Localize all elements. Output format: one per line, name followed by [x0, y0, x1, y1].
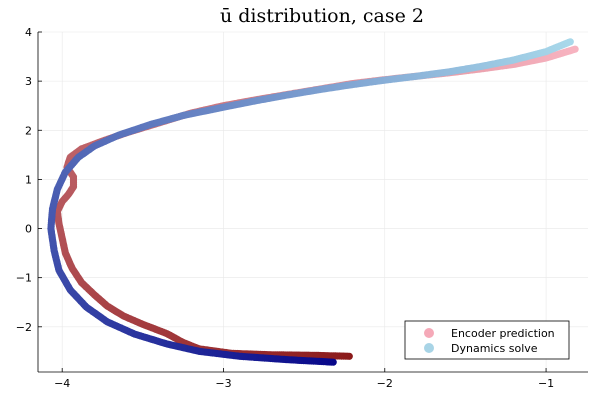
x-tick-label-3: −1 — [538, 377, 554, 390]
data-point — [571, 45, 579, 53]
series-dynamics-solve — [47, 38, 574, 366]
plot-area — [47, 38, 579, 366]
y-tick-label-4: 2 — [25, 124, 32, 137]
y-tick-label-5: 3 — [25, 75, 32, 88]
y-tick-label-0: −2 — [16, 321, 32, 334]
legend: Encoder prediction Dynamics solve — [404, 320, 570, 360]
y-tick-label-6: 4 — [25, 26, 32, 39]
x-tick-label-2: −2 — [377, 377, 393, 390]
legend-label-encoder-prediction: Encoder prediction — [451, 327, 555, 340]
legend-box — [404, 320, 570, 360]
legend-marker-dynamics-solve — [424, 343, 434, 353]
x-tick-label-0: −4 — [54, 377, 70, 390]
legend-label-dynamics-solve: Dynamics solve — [451, 342, 538, 355]
y-tick-label-2: 0 — [25, 223, 32, 236]
legend-marker-encoder-prediction — [424, 328, 434, 338]
y-tick-label-1: −1 — [16, 272, 32, 285]
axes: −4 −3 −2 −1 −2 −1 0 1 2 3 4 — [16, 26, 588, 390]
chart-title: ū distribution, case 2 — [220, 5, 424, 27]
data-point — [566, 38, 574, 46]
x-tick-label-1: −3 — [215, 377, 231, 390]
y-tick-label-3: 1 — [25, 173, 32, 186]
